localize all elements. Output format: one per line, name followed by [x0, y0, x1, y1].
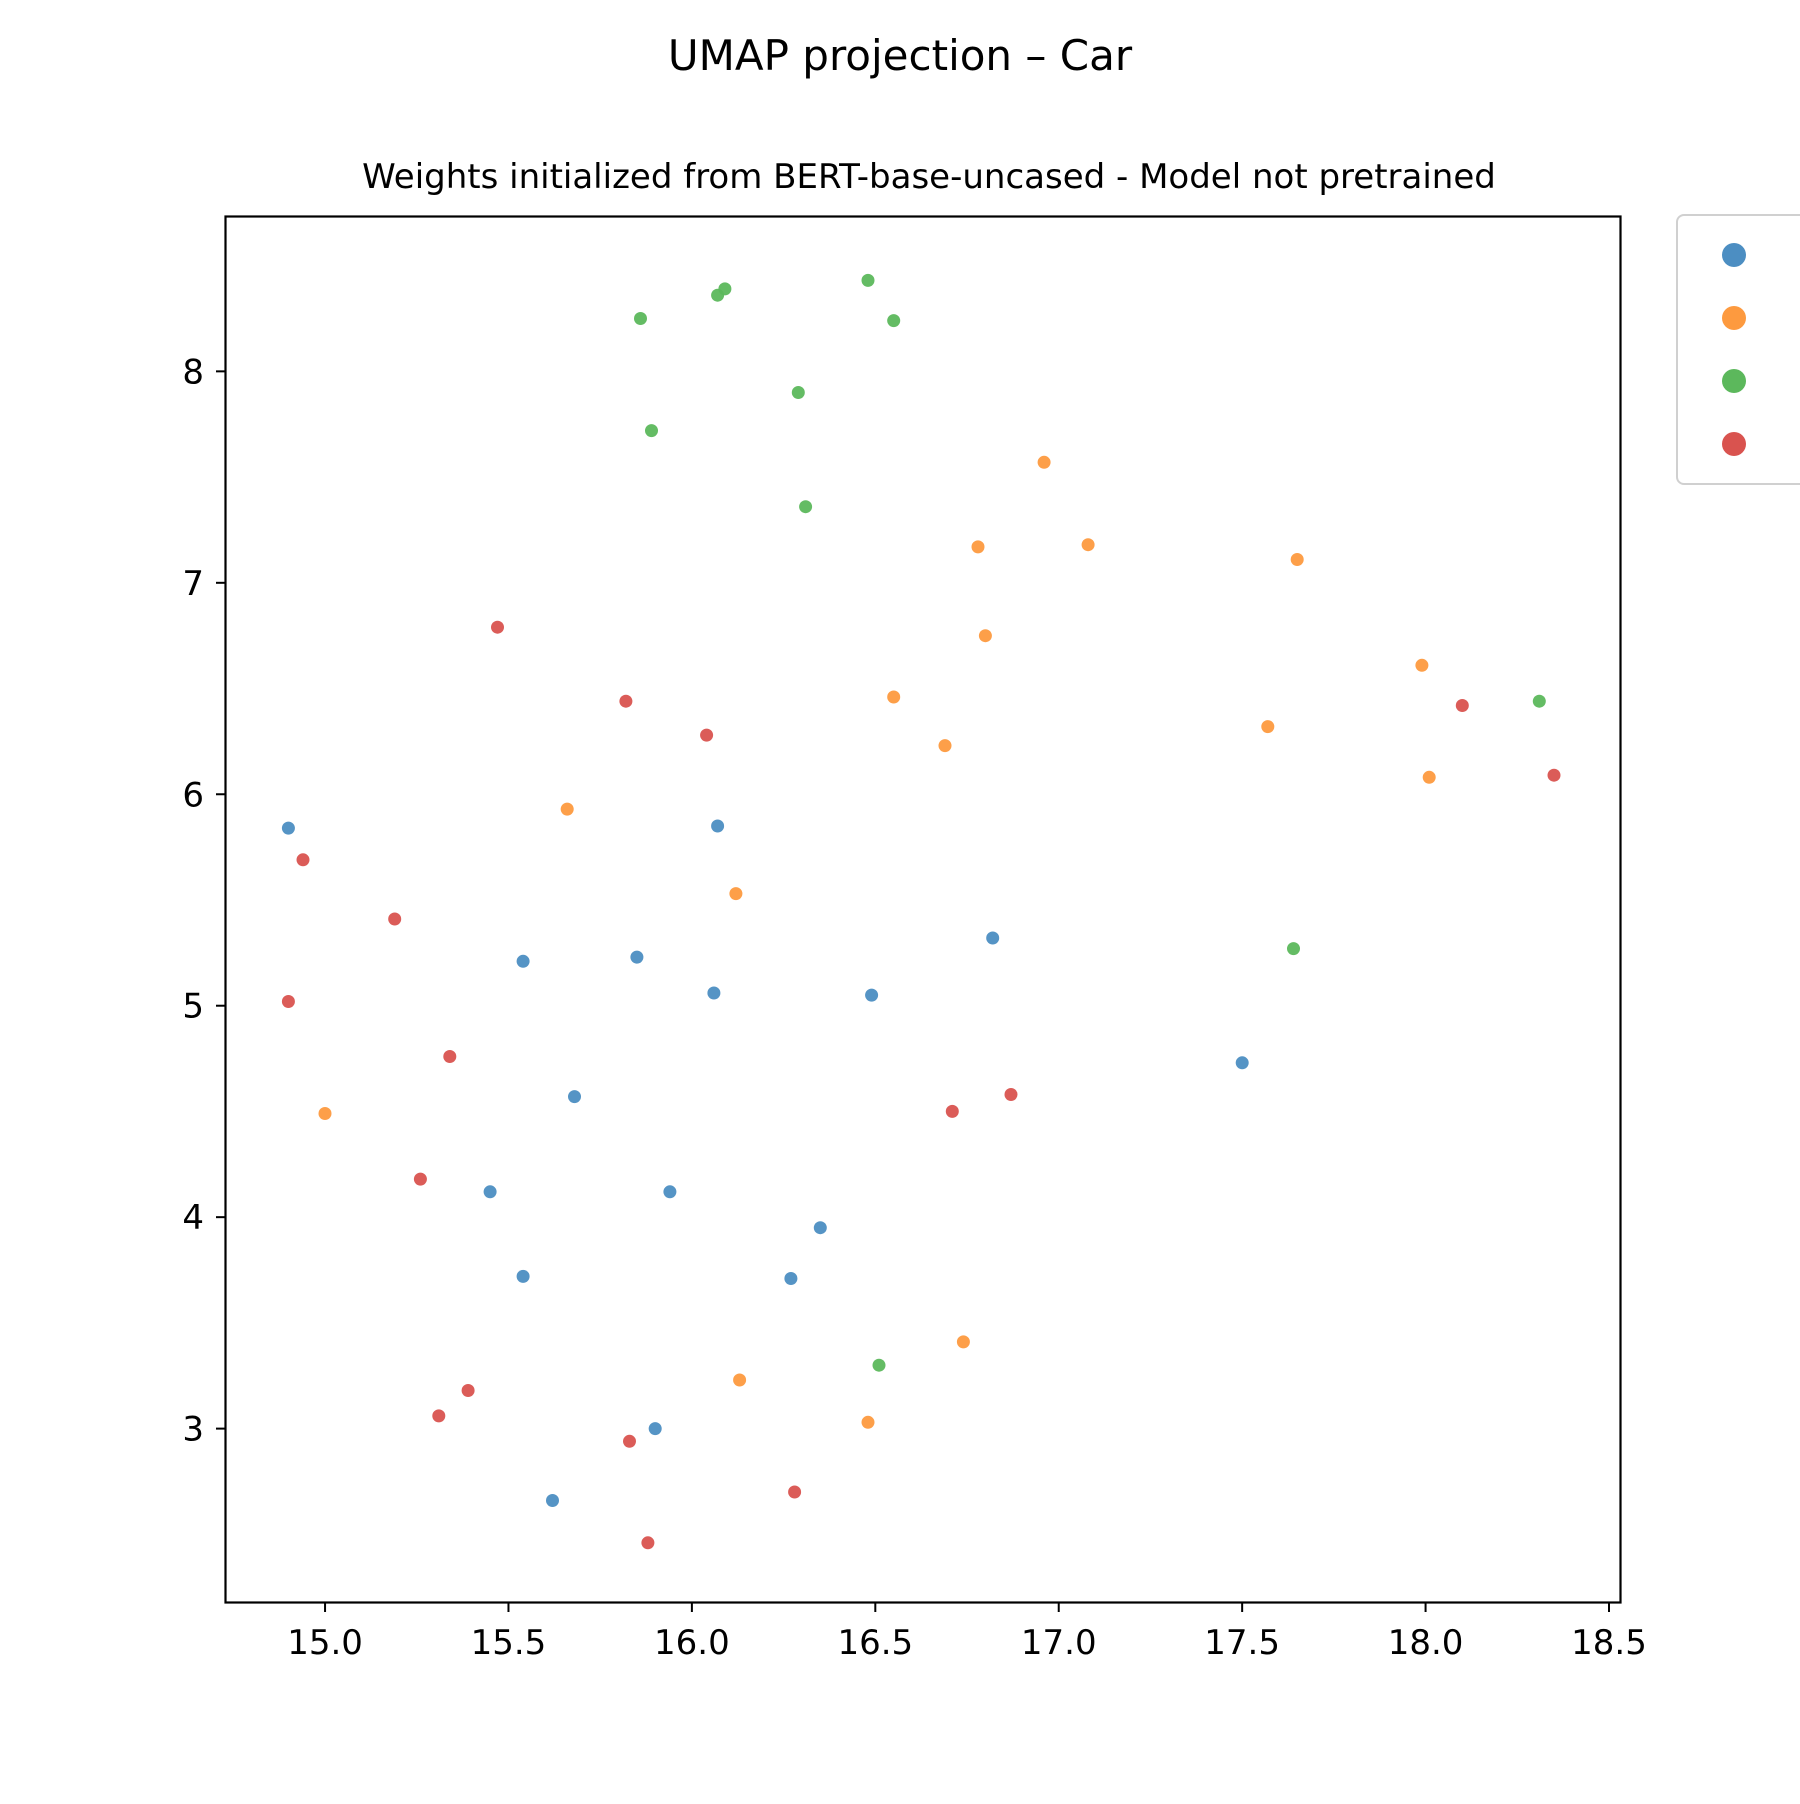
points-layer	[281, 273, 1561, 1550]
data-point-2-7	[799, 500, 813, 514]
legend	[1676, 214, 1800, 485]
legend-marker-1	[1722, 306, 1746, 330]
data-point-3-4	[1547, 768, 1561, 782]
data-point-3-7	[281, 995, 295, 1008]
data-point-3-5	[296, 853, 310, 867]
data-point-2-4	[887, 314, 901, 328]
data-point-0-12	[516, 1269, 530, 1283]
data-point-1-8	[1415, 658, 1429, 672]
x-tick-label: 16.0	[654, 1623, 730, 1663]
chart-subtitle: Weights initialized from BERT-base-uncas…	[362, 157, 1496, 197]
legend-marker-0	[1722, 243, 1746, 267]
y-tick-label: 3	[182, 1410, 204, 1450]
legend-box	[1676, 214, 1800, 485]
data-point-2-6	[645, 424, 658, 438]
x-tick-label: 18.5	[1571, 1623, 1647, 1663]
data-point-1-0	[1037, 455, 1051, 469]
y-tick-label: 6	[182, 775, 204, 815]
data-point-1-5	[887, 690, 901, 704]
data-point-1-12	[318, 1107, 332, 1120]
data-point-1-6	[938, 739, 952, 753]
data-point-2-2	[718, 282, 732, 296]
data-point-0-11	[813, 1221, 827, 1235]
data-point-3-15	[788, 1485, 802, 1499]
data-point-1-11	[729, 887, 743, 901]
data-point-0-3	[630, 950, 644, 964]
y-tick-label: 4	[182, 1198, 204, 1238]
data-point-3-1	[619, 694, 633, 708]
data-point-1-2	[1081, 538, 1095, 552]
data-point-2-8	[1532, 694, 1546, 708]
data-point-3-3	[1455, 699, 1469, 712]
data-point-0-0	[281, 821, 295, 835]
x-tick-label: 18.0	[1388, 1623, 1464, 1663]
data-point-1-1	[971, 540, 985, 554]
data-point-3-2	[700, 728, 714, 742]
chart-title: UMAP projection – Car	[668, 31, 1133, 80]
legend-marker-3	[1722, 432, 1746, 456]
data-point-3-13	[432, 1409, 446, 1423]
data-point-1-3	[1290, 553, 1304, 566]
data-point-0-7	[1235, 1056, 1249, 1070]
x-tick-label: 17.0	[1021, 1623, 1097, 1663]
y-tick-label: 7	[182, 564, 204, 604]
data-point-3-6	[388, 912, 402, 926]
legend-marker-2	[1722, 369, 1746, 393]
data-point-0-1	[711, 819, 725, 833]
data-point-1-13	[956, 1335, 970, 1349]
data-point-0-6	[986, 931, 1000, 945]
data-point-2-3	[861, 273, 875, 287]
data-point-2-10	[872, 1358, 886, 1372]
data-point-1-10	[560, 802, 574, 816]
data-point-1-7	[1261, 720, 1275, 734]
x-tick-label: 16.5	[837, 1623, 913, 1663]
data-point-0-8	[568, 1090, 581, 1104]
data-point-0-15	[546, 1494, 559, 1507]
data-point-3-12	[461, 1384, 475, 1397]
data-point-3-16	[641, 1536, 655, 1550]
data-point-3-9	[945, 1104, 959, 1118]
data-point-2-9	[1287, 942, 1300, 956]
data-point-0-2	[516, 954, 530, 968]
plot-frame	[224, 215, 1622, 1604]
data-point-0-10	[663, 1185, 677, 1199]
x-tick-label: 15.0	[287, 1623, 363, 1663]
data-point-1-9	[1422, 770, 1436, 784]
data-point-2-5	[791, 386, 805, 399]
data-point-0-13	[784, 1272, 798, 1285]
data-point-0-14	[648, 1422, 662, 1436]
data-point-1-14	[733, 1373, 747, 1387]
data-point-3-10	[1004, 1088, 1018, 1101]
x-tick-label: 15.5	[471, 1623, 547, 1663]
data-point-0-5	[865, 988, 879, 1002]
data-point-3-0	[491, 620, 504, 634]
y-tick-label: 8	[182, 352, 204, 392]
data-point-3-11	[413, 1172, 427, 1186]
data-point-1-15	[861, 1415, 875, 1429]
data-point-0-4	[707, 986, 721, 1000]
data-point-0-9	[483, 1185, 497, 1199]
ticks-layer: 15.0 15.5 16.0 16.5 17.0 17.5 18.0 18.5 3 4 5 6 7 8	[182, 352, 1646, 1663]
data-point-3-14	[623, 1434, 636, 1448]
data-point-3-8	[443, 1050, 457, 1063]
data-point-1-4	[978, 629, 992, 643]
y-tick-label: 5	[182, 987, 204, 1027]
data-point-2-0	[634, 312, 647, 325]
x-tick-label: 17.5	[1204, 1623, 1280, 1663]
